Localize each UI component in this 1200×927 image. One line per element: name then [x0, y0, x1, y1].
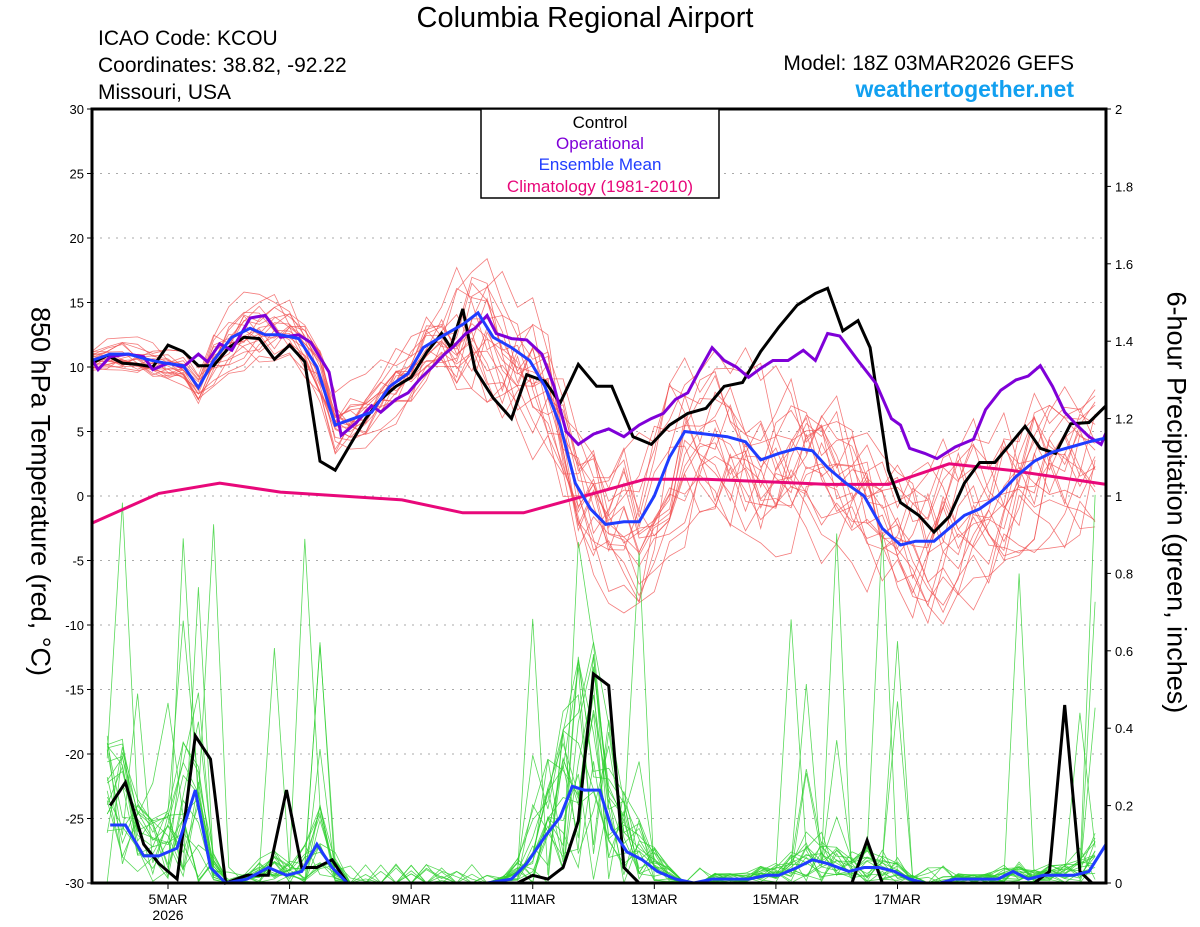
- y2-tick-label: 1.4: [1115, 334, 1133, 349]
- y-tick-label: 20: [70, 231, 84, 246]
- x-tick-label: 7MAR: [270, 891, 309, 907]
- member-precip-line: [106, 533, 1096, 884]
- chart-title: Columbia Regional Airport: [416, 2, 754, 34]
- y-tick-label: -25: [65, 812, 84, 827]
- legend-box: [480, 108, 720, 199]
- member-temp-line: [91, 313, 1096, 603]
- y-tick-label: 0: [77, 489, 84, 504]
- icao-code: ICAO Code: KCOU: [98, 27, 278, 50]
- y2-tick-label: 0: [1115, 876, 1122, 891]
- site-name: weathertogether.net: [855, 76, 1074, 102]
- model-run: Model: 18Z 03MAR2026 GEFS: [783, 52, 1074, 75]
- y-tick-label: -10: [65, 618, 84, 633]
- series-ensemble-mean: [91, 310, 1107, 547]
- y2-tick-label: 1.2: [1115, 412, 1133, 427]
- member-temp-line: [91, 313, 1096, 619]
- member-temp-line: [91, 306, 1096, 593]
- y2-tick-label: 1.8: [1115, 179, 1133, 194]
- legend-control: Control: [573, 113, 628, 132]
- member-precip-line: [106, 661, 1096, 884]
- member-temp-line: [91, 285, 1096, 580]
- y-tick-label: 5: [77, 425, 84, 440]
- legend-ensemble-mean: Ensemble Mean: [539, 155, 662, 174]
- y-tick-label: -20: [65, 747, 84, 762]
- y2-tick-label: 0.4: [1115, 721, 1133, 736]
- member-precip-line: [106, 502, 1096, 884]
- location: Missouri, USA: [98, 81, 232, 104]
- y2-tick-label: 1.6: [1115, 257, 1133, 272]
- member-temp-line: [91, 326, 1096, 557]
- member-precip-line: [106, 541, 1096, 884]
- legend: Control Operational Ensemble Mean Climat…: [480, 108, 720, 199]
- x-tick-label: 13MAR: [631, 891, 678, 907]
- x-tick-label: 15MAR: [753, 891, 800, 907]
- member-precip-line: [106, 552, 1096, 884]
- y-tick-label: -5: [72, 554, 84, 569]
- series-control-precip: [108, 671, 1094, 886]
- member-temp-line: [91, 276, 1096, 539]
- y2-tick-label: 0.8: [1115, 566, 1133, 581]
- member-precip-line: [106, 524, 1096, 884]
- y-tick-label: 15: [70, 296, 84, 311]
- y-tick-label: 10: [70, 360, 84, 375]
- member-temp-line: [91, 337, 1096, 606]
- y-tick-label: -15: [65, 683, 84, 698]
- y2-tick-label: 0.6: [1115, 644, 1133, 659]
- series-operational: [90, 312, 1108, 461]
- member-temp-line: [91, 293, 1096, 603]
- y2-tick-label: 0.2: [1115, 799, 1133, 814]
- member-precip-line: [107, 533, 1096, 884]
- x-tick-label: 19MAR: [996, 891, 1043, 907]
- series-control: [91, 286, 1108, 535]
- member-temp-line: [91, 287, 1096, 607]
- legend-climatology: Climatology (1981-2010): [507, 177, 693, 196]
- x-tick-label: 5MAR: [149, 891, 188, 907]
- y2-tick-label: 1: [1115, 489, 1122, 504]
- member-precip-line: [106, 538, 1096, 884]
- coordinates: Coordinates: 38.82, -92.22: [98, 54, 347, 77]
- x-tick-label: 11MAR: [510, 891, 556, 907]
- y-tick-label: 25: [70, 167, 84, 182]
- y-tick-label: -30: [65, 876, 84, 891]
- series-ensemble-mean-precip: [110, 784, 1108, 885]
- member-temp-line: [91, 325, 1096, 611]
- member-temp-line: [91, 266, 1096, 557]
- member-precip-line: [106, 494, 1096, 884]
- x-tick-label: 17MAR: [874, 891, 921, 907]
- y-tick-label: 30: [70, 102, 84, 117]
- x-tick-label: 9MAR: [392, 891, 431, 907]
- y2-tick-label: 2: [1115, 102, 1122, 117]
- legend-operational: Operational: [556, 134, 644, 153]
- member-temp-line: [91, 291, 1096, 602]
- member-temp-line: [91, 322, 1096, 568]
- x-tick-year: 2026: [152, 907, 183, 923]
